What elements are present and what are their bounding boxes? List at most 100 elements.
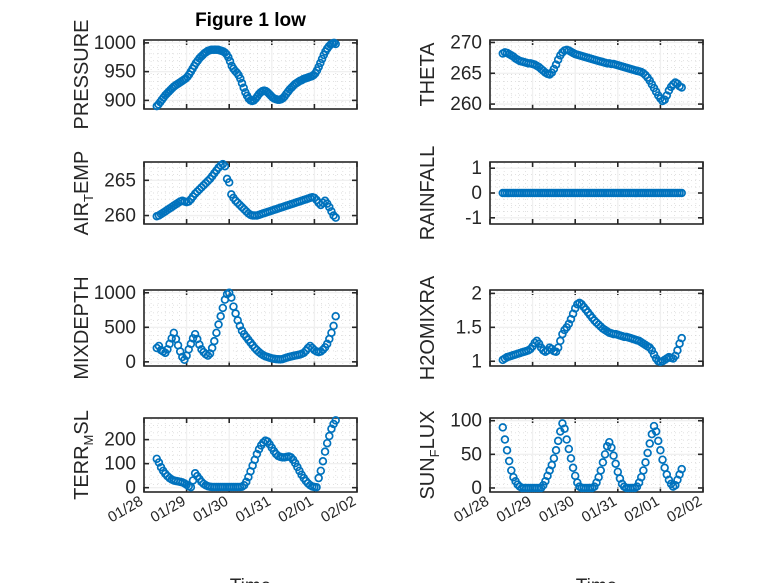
data-point [224,52,233,62]
data-point [224,178,234,187]
y-label-subscript: T [81,194,96,202]
data-point [677,83,686,92]
major-grid-top-left [143,40,358,109]
data-series-bottom-left [152,416,340,492]
subplot-top-right: 260 265 270 THETA [417,32,704,115]
data-point [188,334,198,343]
data-point [331,213,340,222]
data-point [645,439,654,448]
data-point [320,447,330,456]
data-point [600,450,610,459]
data-point [331,39,340,49]
data-point [649,350,659,359]
x-axis-label-bottom-left: Time [230,576,272,583]
data-series-mid-lower-right [498,298,686,367]
data-point [317,54,327,64]
data-series-top-right [498,45,686,106]
data-series-bottom-right [498,419,686,493]
y-axis-label-bottom-right: SUNFLUX [417,410,442,499]
data-point [318,198,328,208]
data-point [193,187,202,196]
data-point [327,424,336,434]
data-point [658,455,667,464]
data-point [318,457,328,466]
data-point [329,321,338,331]
data-point [212,328,221,338]
subplot-mid-upper-right: -1 0 1 RAINFALL [417,146,704,240]
data-point [237,202,247,212]
data-point [190,329,200,339]
data-point [195,340,204,349]
data-point [154,458,164,467]
data-point [549,454,559,463]
data-point [322,438,332,448]
x-tick-label: 01/30 [190,493,231,526]
data-point [199,181,208,190]
y-axis-label-bottom-left: TERRMSL [71,410,96,500]
y-tick-label: 265 [104,170,136,191]
y-tick-label: 2 [471,283,482,304]
data-point [233,198,242,208]
y-axis-label-top-left: PRESSURE [71,19,93,129]
data-point [677,333,686,343]
data-point [651,427,661,436]
y-tick-label: 950 [104,62,136,83]
data-point [316,466,326,476]
data-point [545,70,554,79]
data-point [218,159,228,169]
data-point [596,466,606,475]
data-point [154,341,164,351]
data-point [609,451,618,460]
subplot-mid-upper-left: 260 265 AIRTEMP [71,151,358,236]
data-point [310,193,319,203]
data-point [551,60,561,69]
data-point [329,211,338,220]
data-point [562,435,571,444]
data-point [201,178,211,188]
y-tick-label: 1.5 [456,317,482,338]
data-point [325,431,334,441]
data-point [236,74,245,83]
data-point [598,458,608,467]
data-point [647,346,657,355]
data-point [654,436,663,446]
data-point [227,293,236,302]
y-label-rest: LUX [417,410,439,449]
y-tick-label: 200 [104,430,136,451]
data-point [500,435,510,444]
y-axis-label-top-right: THETA [417,42,439,107]
y-label-base: SUN [417,457,439,499]
x-tick-label: 01/30 [536,493,577,526]
x-tick-label: 02/01 [621,493,662,526]
data-point [564,444,574,454]
y-axis-label-mid-upper-left: AIRTEMP [71,151,96,236]
data-point [677,464,686,474]
data-point [252,449,262,459]
data-point [677,188,686,198]
data-point [195,185,204,194]
data-point [231,196,240,206]
data-point [551,347,561,357]
subplot-mid-lower-right: 1 1.5 2 H2OMIXRA [417,275,704,380]
y-tick-label: 0 [125,478,136,499]
data-point [203,351,213,360]
data-point [553,55,563,64]
data-point [662,91,672,100]
major-grid-mid-lower-left [143,290,358,366]
y-tick-label: 1 [471,158,482,179]
x-axis-label-bottom-right: Time [576,576,618,583]
data-point [607,443,616,452]
y-axis-label-mid-upper-right: RAINFALL [417,146,439,240]
y-axis-label-mid-lower-left: MIXDEPTH [71,276,93,379]
data-point [551,446,561,455]
data-point [502,446,512,455]
data-point [331,416,340,425]
data-point [314,473,323,483]
data-point [239,83,248,92]
data-point [643,448,652,458]
data-point [235,200,245,210]
data-point [235,321,245,331]
